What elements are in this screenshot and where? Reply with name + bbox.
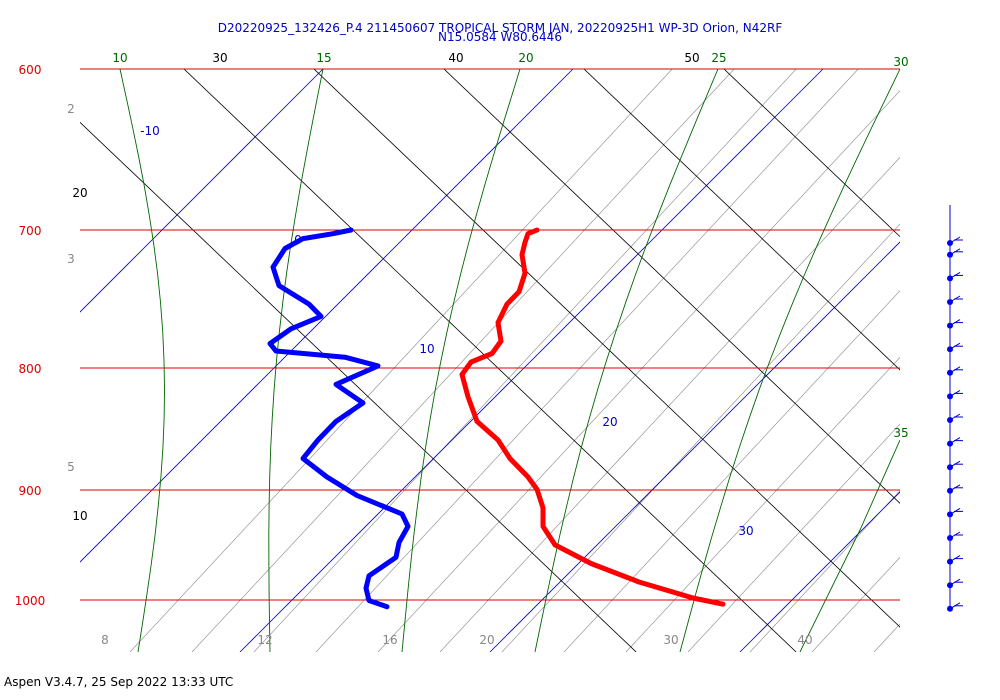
dry-adiabat-line [583, 69, 900, 371]
moist-adiabat-line [534, 69, 719, 652]
dry-adiabat-label: 30 [212, 51, 227, 65]
isotherm-line [80, 69, 574, 563]
moist-adiabat-label: 25 [711, 51, 726, 65]
dry-adiabat-label: 10 [72, 509, 87, 523]
dry-adiabat-line [183, 69, 797, 652]
mixing-ratio-label: 3 [67, 252, 75, 266]
isotherm-label: 10 [419, 342, 434, 356]
mixing-ratio-line [191, 69, 735, 652]
mixing-ratio-line [439, 156, 900, 652]
moist-adiabat-label: 30 [893, 55, 908, 69]
mixing-ratio-line [377, 90, 900, 652]
dry-adiabat-label: 40 [448, 51, 463, 65]
isobar-label: 900 [19, 484, 42, 498]
moist-adiabat-line [119, 69, 165, 652]
mixing-ratio-line [129, 69, 673, 652]
mixing-ratio-line [253, 69, 797, 652]
mixing-ratio-line [625, 356, 900, 652]
isotherm-line [489, 241, 900, 652]
dry-adiabat-line [723, 69, 900, 238]
isotherm-label: 30 [738, 524, 753, 538]
mixing-ratio-label: 8 [101, 633, 109, 647]
mixing-ratio-label: 2 [67, 102, 75, 116]
mixing-ratio-line [873, 623, 900, 652]
mixing-ratio-label: 5 [67, 460, 75, 474]
isotherm-line [0, 69, 73, 652]
mixing-ratio-line [501, 223, 900, 652]
moist-adiabat-line [268, 69, 324, 652]
mixing-ratio-line [936, 69, 1000, 652]
mixing-ratio-label: 40 [797, 633, 812, 647]
isobar-label: 800 [19, 362, 42, 376]
isotherm-line [80, 69, 324, 313]
moist-adiabat-label: 10 [112, 51, 127, 65]
moist-adiabat-label: 35 [893, 426, 908, 440]
moist-adiabat-line [401, 69, 521, 652]
footer-version-text: Aspen V3.4.7, 25 Sep 2022 13:33 UTC [4, 675, 234, 689]
mixing-ratio-label: 20 [479, 633, 494, 647]
isobar-label: 600 [19, 63, 42, 77]
isotherm-label: -10 [140, 124, 160, 138]
mixing-ratio-label: 16 [382, 633, 397, 647]
chart-title-line1: D20220925_132426_P.4 211450607 TROPICAL … [217, 21, 783, 35]
isotherm-line [739, 491, 900, 652]
moist-adiabat-line [799, 439, 900, 652]
isotherm-line [239, 69, 824, 652]
dry-adiabat-label: 20 [72, 186, 87, 200]
dry-adiabat-label: 50 [684, 51, 699, 65]
mixing-ratio-line [749, 490, 900, 652]
mixing-ratio-line [315, 69, 859, 652]
moist-adiabat-line [679, 69, 900, 652]
isotherm-line [990, 69, 1000, 652]
isobar-label: 700 [19, 224, 42, 238]
background-lines [0, 69, 1000, 652]
mixing-ratio-line [687, 423, 900, 652]
dewpoint-profile [267, 227, 411, 610]
mixing-ratio-label: 30 [663, 633, 678, 647]
moist-adiabat-label: 15 [316, 51, 331, 65]
temperature-profile [459, 227, 726, 607]
dry-adiabat-line [313, 69, 900, 628]
chart-title-line2: N15.0584 W80.6446 [438, 30, 562, 44]
moist-adiabat-label: 20 [518, 51, 533, 65]
dry-adiabat-line [443, 69, 900, 504]
mixing-ratio-line [563, 290, 900, 652]
isotherm-label: 20 [602, 415, 617, 429]
mixing-ratio-label: 12 [257, 633, 272, 647]
mixing-ratio-line [811, 556, 900, 652]
isobar-label: 1000 [15, 594, 46, 608]
dry-adiabat-line [80, 121, 637, 652]
